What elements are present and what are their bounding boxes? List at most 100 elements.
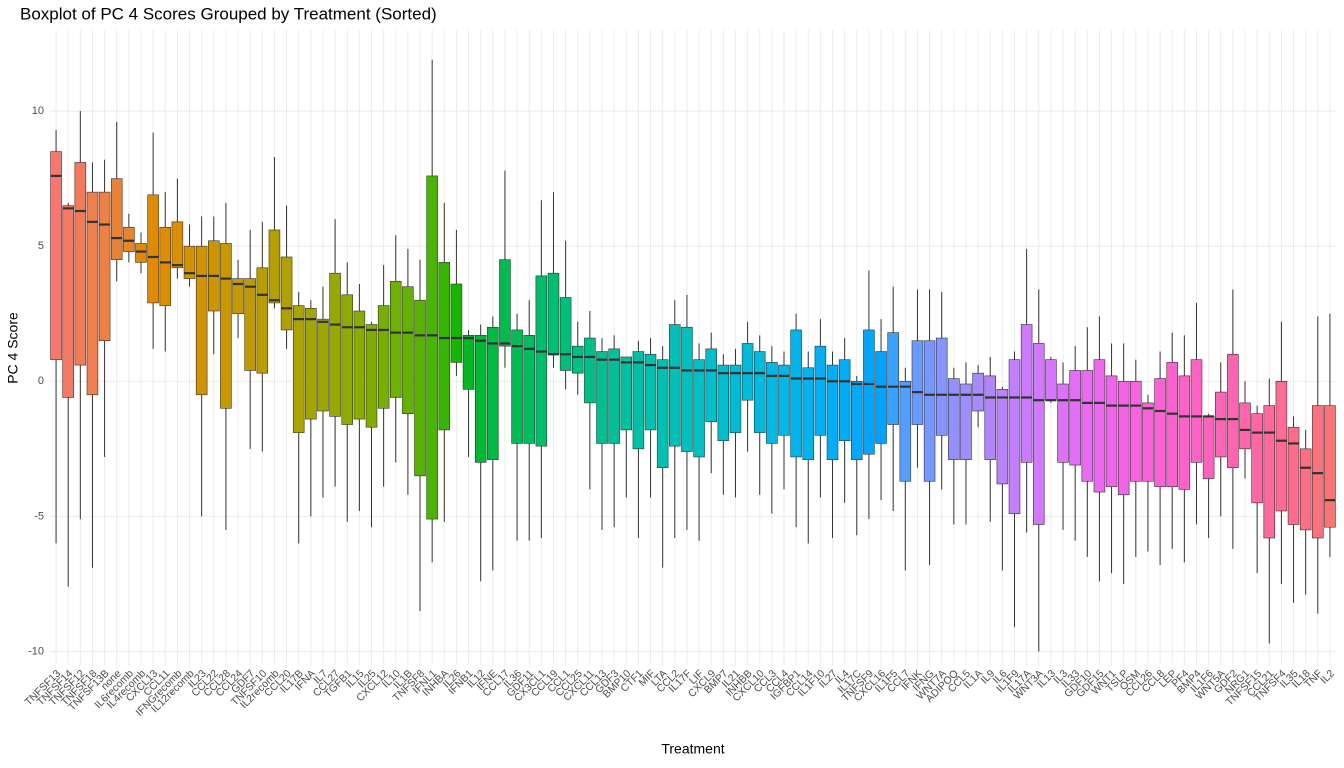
box — [887, 332, 899, 425]
x-tick-label: IL2 — [1318, 667, 1337, 686]
box — [1081, 370, 1094, 482]
box — [305, 308, 317, 420]
box — [426, 175, 438, 520]
chart-title: Boxplot of PC 4 Scores Grouped by Treatm… — [20, 4, 437, 23]
box — [899, 380, 912, 482]
box — [923, 340, 936, 482]
box — [353, 310, 366, 420]
box — [1227, 353, 1239, 469]
box — [705, 348, 717, 423]
box — [1178, 375, 1191, 490]
box — [911, 340, 924, 425]
box — [851, 380, 863, 460]
box — [741, 343, 754, 401]
y-tick-label: -5 — [34, 510, 44, 522]
box — [511, 329, 523, 444]
box — [644, 353, 657, 431]
box — [1299, 448, 1312, 531]
box — [1045, 359, 1057, 401]
box — [1324, 405, 1336, 528]
box — [329, 272, 341, 417]
box — [802, 367, 815, 460]
box — [826, 364, 839, 460]
box — [414, 299, 426, 477]
box — [159, 226, 172, 306]
box — [86, 191, 99, 396]
box — [984, 375, 996, 460]
box — [462, 335, 475, 390]
box — [620, 356, 633, 431]
box — [474, 335, 487, 463]
box — [729, 364, 742, 433]
box — [547, 272, 560, 355]
box — [814, 345, 827, 436]
box — [499, 259, 511, 347]
box — [1105, 375, 1118, 487]
box — [535, 275, 548, 447]
box — [1117, 380, 1130, 496]
y-tick-label: 5 — [38, 240, 44, 252]
box — [972, 372, 984, 412]
box — [1312, 405, 1324, 539]
box — [50, 151, 62, 360]
box — [596, 351, 608, 444]
box — [1287, 426, 1300, 525]
box — [171, 221, 184, 269]
y-tick-label: 0 — [38, 375, 44, 387]
y-axis-label: PC 4 Score — [5, 312, 21, 384]
box — [584, 337, 596, 404]
box — [147, 194, 159, 304]
box — [1093, 359, 1106, 493]
box — [1057, 383, 1069, 463]
box — [390, 280, 402, 398]
box — [681, 326, 693, 452]
box — [790, 329, 802, 458]
x-axis-label: Treatment — [661, 741, 724, 757]
box — [1263, 405, 1276, 539]
box — [875, 351, 887, 444]
y-tick-label: 10 — [32, 105, 44, 117]
box — [341, 294, 353, 425]
box — [110, 178, 123, 260]
box — [948, 378, 960, 460]
box — [1154, 378, 1166, 487]
box — [62, 205, 74, 398]
box — [935, 337, 948, 436]
box — [1020, 324, 1033, 463]
box — [1239, 402, 1251, 450]
box — [244, 278, 256, 371]
box — [571, 345, 584, 374]
box — [438, 262, 451, 431]
box — [717, 364, 730, 442]
box — [292, 305, 305, 433]
box — [838, 359, 851, 442]
box — [280, 256, 293, 331]
box — [1130, 380, 1142, 482]
box — [450, 283, 463, 363]
box — [559, 297, 572, 371]
box — [1275, 380, 1288, 512]
box — [402, 286, 414, 415]
box — [608, 348, 620, 444]
box — [317, 318, 329, 412]
box — [1033, 343, 1045, 525]
box — [1142, 402, 1154, 482]
box — [183, 245, 196, 279]
box — [195, 245, 208, 396]
box — [268, 229, 281, 304]
box — [1008, 359, 1021, 514]
box — [256, 267, 269, 374]
box — [135, 243, 147, 263]
box — [863, 329, 875, 455]
box — [98, 191, 111, 342]
box — [632, 351, 645, 450]
box — [960, 383, 972, 460]
box — [220, 243, 232, 409]
box — [1069, 370, 1081, 466]
box — [1166, 362, 1178, 487]
box — [1190, 359, 1203, 463]
box — [766, 362, 778, 444]
box — [523, 335, 535, 444]
y-tick-label: -10 — [28, 645, 44, 657]
box — [232, 278, 244, 315]
